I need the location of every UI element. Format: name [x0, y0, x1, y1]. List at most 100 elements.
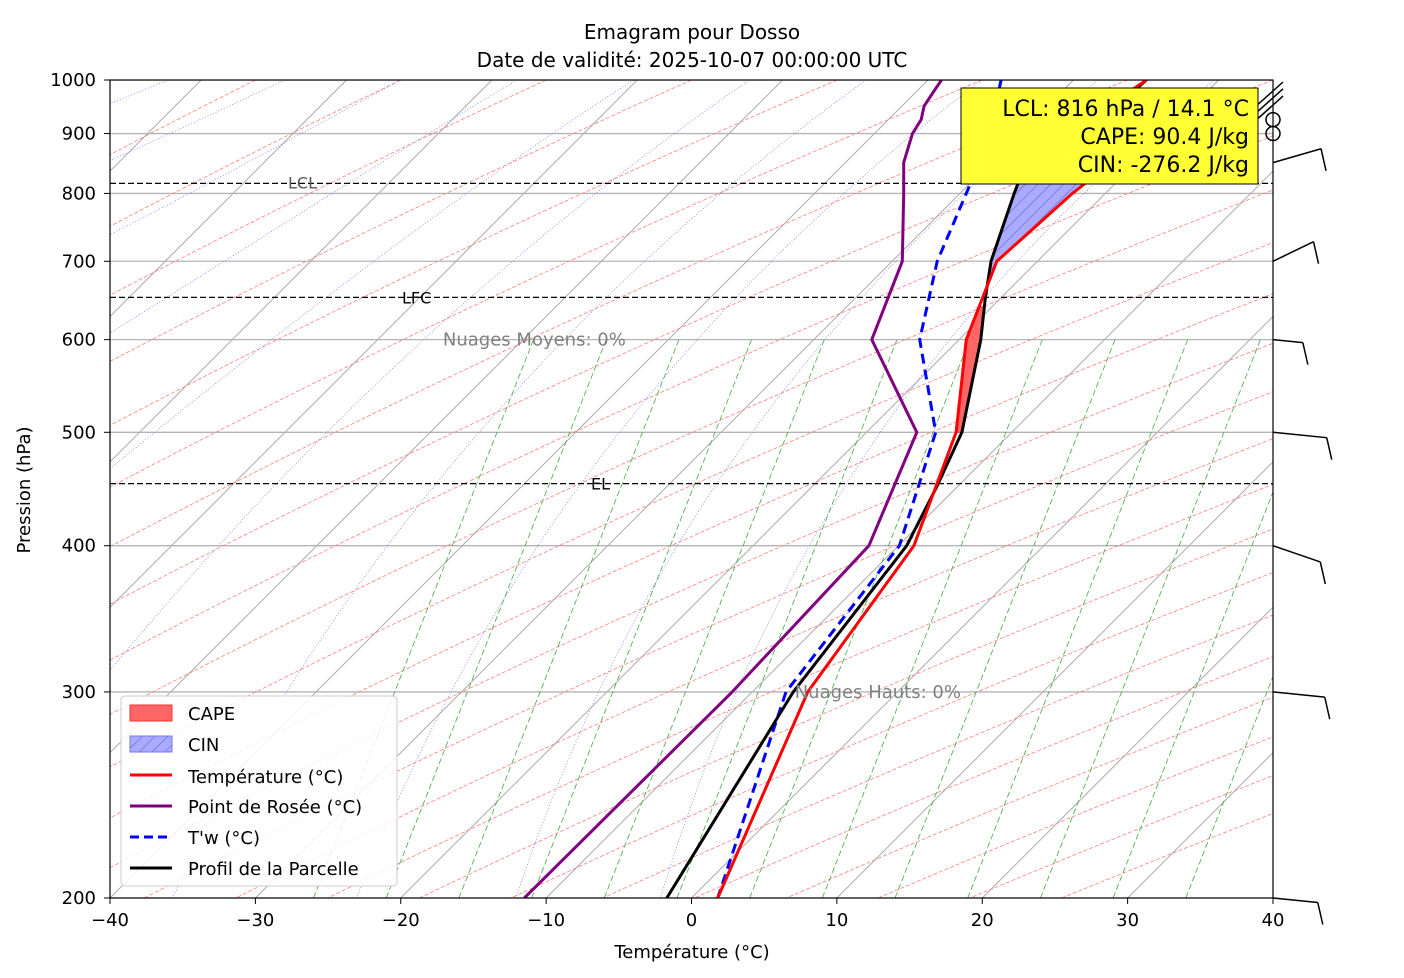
- el-label: EL: [591, 475, 610, 494]
- x-tick-label: 10: [825, 910, 848, 931]
- dry-adiabat: [143, 391, 1273, 898]
- isotherm: [981, 606, 1273, 898]
- isotherm: [545, 170, 1273, 898]
- mixing-ratio-line: [1185, 675, 1273, 898]
- mixing-ratio-line: [1040, 339, 1261, 898]
- moist-adiabat: [356, 80, 983, 898]
- info-lcl: LCL: 816 hPa / 14.1 °C: [1002, 97, 1249, 122]
- x-tick-label: 0: [686, 910, 697, 931]
- mid-clouds-label: Nuages Moyens: 0%: [443, 330, 626, 351]
- y-tick-label: 500: [62, 422, 96, 443]
- high-clouds-label: Nuages Hauts: 0%: [795, 682, 961, 703]
- level-lines: [110, 182, 1273, 485]
- wind-barb-staff: [1272, 897, 1318, 904]
- y-tick-label: 400: [62, 536, 96, 557]
- isotherm: [110, 80, 202, 172]
- wind-barbs: [1244, 80, 1333, 925]
- legend-background: [120, 695, 398, 887]
- moist-adiabat: [171, 80, 867, 898]
- wind-barb-flag: [1302, 342, 1309, 365]
- mixing-ratio-line: [676, 339, 898, 898]
- lcl-label: LCL: [288, 173, 317, 192]
- x-axis-label: Température (°C): [613, 942, 769, 963]
- legend-parcel-label: Profil de la Parcelle: [188, 859, 359, 880]
- wind-barb-staff: [1272, 148, 1322, 164]
- isotherm: [836, 461, 1273, 898]
- dry-adiabat: [110, 293, 1273, 819]
- dry-adiabat: [110, 80, 547, 296]
- dry-adiabat: [602, 614, 1273, 898]
- moist-adiabat: [110, 80, 401, 236]
- legend-cin-swatch: [129, 735, 173, 753]
- isotherm: [110, 80, 784, 754]
- legend-wetbulb-label: T'w (°C): [187, 828, 260, 849]
- dewpoint-line: [523, 80, 943, 898]
- x-tick-label: −10: [527, 910, 565, 931]
- calm-wind-marker: [1265, 111, 1281, 128]
- isotherm: [110, 80, 493, 463]
- x-tick-label: 20: [971, 910, 994, 931]
- mixing-ratio-line: [458, 339, 680, 898]
- mixing-ratio-line: [821, 339, 1043, 898]
- wind-barb-staff: [1272, 691, 1325, 698]
- dry-adiabat: [110, 242, 1273, 768]
- mixing-ratio-line: [967, 339, 1189, 898]
- chart-title: Emagram pour Dosso: [584, 20, 800, 44]
- chart-subtitle: Date de validité: 2025-10-07 00:00:00 UT…: [477, 48, 908, 72]
- wind-barb-flag: [1324, 696, 1331, 720]
- dry-adiabat: [110, 80, 838, 426]
- x-tick-label: 40: [1262, 910, 1285, 931]
- info-box-background: [960, 87, 1259, 185]
- wind-barb-flag: [1325, 437, 1333, 460]
- dry-adiabat: [235, 438, 1273, 898]
- moist-adiabat: [110, 80, 750, 671]
- dry-adiabat: [419, 528, 1273, 898]
- dry-adiabat: [877, 736, 1273, 898]
- isotherm: [110, 80, 348, 318]
- wind-barb-staff: [1272, 544, 1321, 563]
- mixing-ratio-line: [385, 339, 607, 898]
- y-tick-label: 900: [62, 124, 96, 145]
- wind-barb-flag: [1320, 148, 1327, 171]
- isotherm: [691, 315, 1273, 898]
- y-axis-label: Pression (hPa): [14, 426, 35, 553]
- wind-barb-flag: [1319, 561, 1327, 585]
- legend-cape-swatch: [129, 704, 173, 722]
- info-cin: CIN: -276.2 J/kg: [1078, 153, 1249, 178]
- y-tick-label: 700: [62, 251, 96, 272]
- x-tick-label: −20: [382, 910, 420, 931]
- dry-adiabat: [1061, 813, 1273, 898]
- x-axis: −40 −30 −20 −10 0 10 20 30 40: [91, 898, 1284, 931]
- legend-cin-label: CIN: [188, 735, 219, 756]
- dry-adiabat: [510, 572, 1273, 898]
- wind-barb-flag: [1312, 241, 1320, 264]
- isotherm: [1272, 897, 1273, 898]
- lfc-label: LFC: [402, 288, 431, 307]
- dry-adiabat: [110, 342, 1273, 869]
- wetbulb-line: [716, 80, 1003, 898]
- mixing-ratio-line: [1112, 491, 1273, 898]
- isotherm: [110, 80, 639, 609]
- legend-dewpoint-label: Point de Rosée (°C): [188, 797, 362, 818]
- wind-barb-flag: [1317, 902, 1324, 925]
- x-tick-label: −40: [91, 910, 129, 931]
- legend-cape-label: CAPE: [188, 704, 235, 725]
- mixing-ratio-line: [531, 339, 752, 898]
- info-box: LCL: 816 hPa / 14.1 °C CAPE: 90.4 J/kg C…: [960, 87, 1259, 185]
- x-tick-label: −30: [236, 910, 274, 931]
- y-tick-label: 1000: [50, 70, 96, 91]
- wind-barb-staff: [1272, 431, 1327, 439]
- dry-adiabat: [786, 696, 1273, 898]
- x-tick-label: 30: [1116, 910, 1139, 931]
- dry-adiabat: [110, 80, 401, 227]
- y-tick-label: 600: [62, 330, 96, 351]
- dry-adiabat: [327, 483, 1273, 898]
- dry-adiabat: [110, 80, 692, 362]
- mixing-ratio-line: [603, 339, 825, 898]
- y-tick-label: 200: [62, 888, 96, 909]
- mixing-ratio-line: [894, 339, 1116, 898]
- y-tick-label: 800: [62, 183, 96, 204]
- moist-adiabat: [659, 80, 1216, 898]
- wind-barb-staff: [1272, 338, 1303, 344]
